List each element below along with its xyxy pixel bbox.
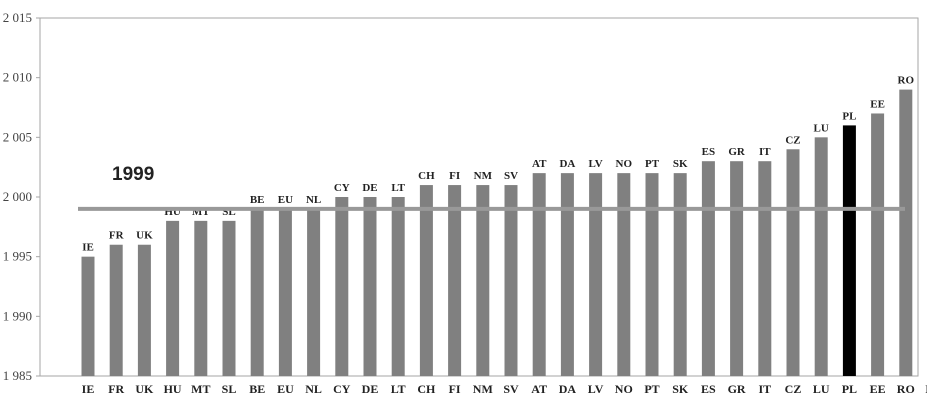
x-tick-label: PL bbox=[842, 382, 857, 396]
bar-sv bbox=[504, 185, 518, 376]
x-tick-label: EE bbox=[870, 382, 886, 396]
y-tick-label: 1 985 bbox=[3, 368, 32, 383]
x-tick-label: RO bbox=[897, 382, 915, 396]
bar-pl bbox=[842, 125, 856, 377]
bar-gr bbox=[730, 161, 744, 376]
data-label: RO bbox=[898, 75, 915, 87]
bar-no bbox=[617, 173, 631, 376]
data-label: NL bbox=[306, 194, 321, 206]
y-tick-label: 2 000 bbox=[3, 189, 32, 204]
x-tick-label: LT bbox=[391, 382, 406, 396]
x-tick-label: NL bbox=[305, 382, 322, 396]
bar-lt bbox=[391, 197, 405, 376]
data-label: LU bbox=[814, 122, 829, 134]
data-label: FR bbox=[109, 230, 125, 242]
y-tick-label: 1 995 bbox=[3, 249, 32, 264]
bar-lv bbox=[589, 173, 603, 376]
x-tick-label: EU bbox=[277, 382, 294, 396]
bar-ro bbox=[899, 89, 913, 376]
bar-cy bbox=[335, 197, 349, 376]
y-tick-label: 2 005 bbox=[3, 129, 32, 144]
x-tick-label: BG bbox=[925, 382, 927, 396]
x-tick-label: HU bbox=[164, 382, 182, 396]
bar-be bbox=[250, 208, 264, 376]
x-tick-label: CY bbox=[333, 382, 351, 396]
data-label: AT bbox=[532, 158, 547, 170]
bar-cz bbox=[786, 149, 800, 376]
x-tick-label: SK bbox=[672, 382, 689, 396]
bar-eu bbox=[278, 208, 292, 376]
bar-hu bbox=[166, 220, 180, 376]
data-label: GR bbox=[728, 146, 746, 158]
data-label: UK bbox=[136, 230, 153, 242]
bar-uk bbox=[137, 244, 151, 376]
bar-fr bbox=[109, 244, 123, 376]
x-tick-label: AT bbox=[531, 382, 547, 396]
bar-sk bbox=[673, 173, 687, 376]
data-label: CH bbox=[418, 170, 435, 182]
x-tick-label: PT bbox=[644, 382, 659, 396]
bar-da bbox=[560, 173, 574, 376]
bar-mt bbox=[194, 220, 208, 376]
x-tick-label: FR bbox=[108, 382, 124, 396]
reference-line-label: 1999 bbox=[112, 164, 154, 185]
bar-fi bbox=[448, 185, 462, 376]
x-tick-label: UK bbox=[135, 382, 154, 396]
x-tick-label: LV bbox=[588, 382, 604, 396]
x-tick-label: BE bbox=[249, 382, 265, 396]
data-label: PL bbox=[842, 110, 856, 122]
data-label: CZ bbox=[785, 134, 800, 146]
bar-es bbox=[701, 161, 715, 376]
data-label: NO bbox=[616, 158, 633, 170]
bar-nl bbox=[307, 208, 321, 376]
data-label: SK bbox=[673, 158, 688, 170]
data-label: ES bbox=[702, 146, 715, 158]
x-tick-label: CZ bbox=[785, 382, 802, 396]
data-label: DE bbox=[362, 182, 377, 194]
data-label: IE bbox=[82, 242, 94, 254]
y-tick-label: 2 010 bbox=[3, 70, 32, 85]
x-tick-label: IT bbox=[758, 382, 771, 396]
data-label: SV bbox=[504, 170, 518, 182]
data-label: PT bbox=[645, 158, 660, 170]
x-tick-label: CH bbox=[417, 382, 436, 396]
data-label: EE bbox=[870, 98, 885, 110]
x-tick-label: SV bbox=[503, 382, 519, 396]
data-label: CY bbox=[334, 182, 350, 194]
bar-ee bbox=[871, 113, 885, 376]
bar-lu bbox=[814, 137, 828, 376]
x-tick-label: MT bbox=[191, 382, 210, 396]
bar-de bbox=[363, 197, 377, 376]
x-tick-label: NM bbox=[473, 382, 493, 396]
data-label: DA bbox=[559, 158, 575, 170]
x-tick-label: DE bbox=[362, 382, 379, 396]
data-label: IT bbox=[759, 146, 771, 158]
bar-pt bbox=[645, 173, 659, 376]
bar-ie bbox=[81, 256, 95, 376]
x-tick-label: GR bbox=[728, 382, 746, 396]
x-tick-label: DA bbox=[559, 382, 577, 396]
x-tick-label: NO bbox=[615, 382, 633, 396]
y-tick-label: 2 015 bbox=[3, 10, 32, 25]
data-label: BE bbox=[250, 194, 265, 206]
x-tick-label: IE bbox=[82, 382, 95, 396]
bar-at bbox=[532, 173, 546, 376]
data-label: LV bbox=[588, 158, 602, 170]
x-tick-label: ES bbox=[701, 382, 716, 396]
x-tick-label: LU bbox=[813, 382, 830, 396]
data-label: FI bbox=[449, 170, 460, 182]
x-tick-label: SL bbox=[222, 382, 237, 396]
x-tick-label: FI bbox=[449, 382, 461, 396]
y-tick-label: 1 990 bbox=[3, 308, 32, 323]
bar-it bbox=[758, 161, 772, 376]
bar-ch bbox=[419, 185, 433, 376]
data-label: NM bbox=[474, 170, 493, 182]
data-label: LT bbox=[391, 182, 405, 194]
data-label: EU bbox=[278, 194, 293, 206]
bar-nm bbox=[476, 185, 490, 376]
bar-sl bbox=[222, 220, 236, 376]
